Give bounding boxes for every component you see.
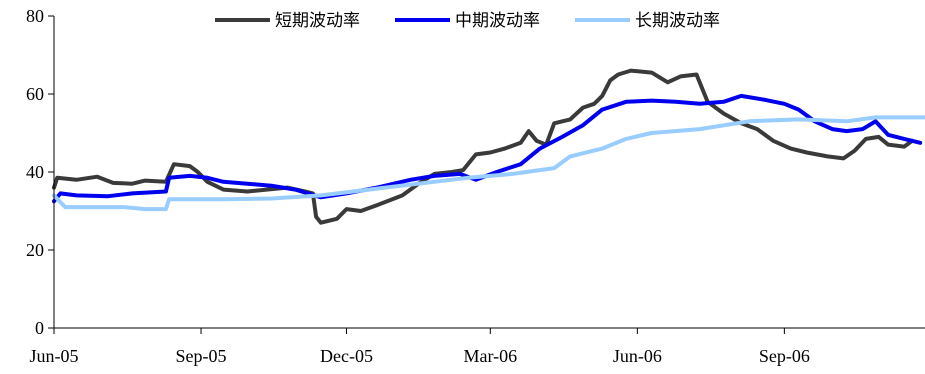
y-tick-label: 20 — [26, 240, 44, 260]
y-tick-label: 0 — [35, 318, 44, 338]
legend-label: 中期波动率 — [455, 11, 540, 31]
x-tick-label: Mar-06 — [463, 346, 517, 366]
y-tick-label: 40 — [26, 162, 44, 182]
x-ticks: Jun-05 Sep-05 Dec-05 Mar-06 Jun-06 Sep-06 — [30, 328, 810, 366]
x-tick-label: Jun-06 — [613, 346, 662, 366]
series-line-3 — [52, 115, 925, 212]
y-ticks: 0 20 40 60 80 — [26, 6, 54, 338]
legend-label: 短期波动率 — [275, 11, 360, 31]
y-tick-label: 80 — [26, 6, 44, 26]
y-tick-label: 60 — [26, 84, 44, 104]
series-layer — [52, 68, 925, 225]
x-tick-label: Dec-05 — [320, 346, 373, 366]
x-tick-label: Jun-05 — [30, 346, 79, 366]
axes — [53, 16, 925, 329]
legend-label: 长期波动率 — [635, 11, 720, 31]
x-tick-label: Sep-06 — [759, 346, 810, 366]
legend: 短期波动率 中期波动率 长期波动率 — [215, 11, 720, 31]
x-tick-label: Sep-05 — [176, 346, 227, 366]
